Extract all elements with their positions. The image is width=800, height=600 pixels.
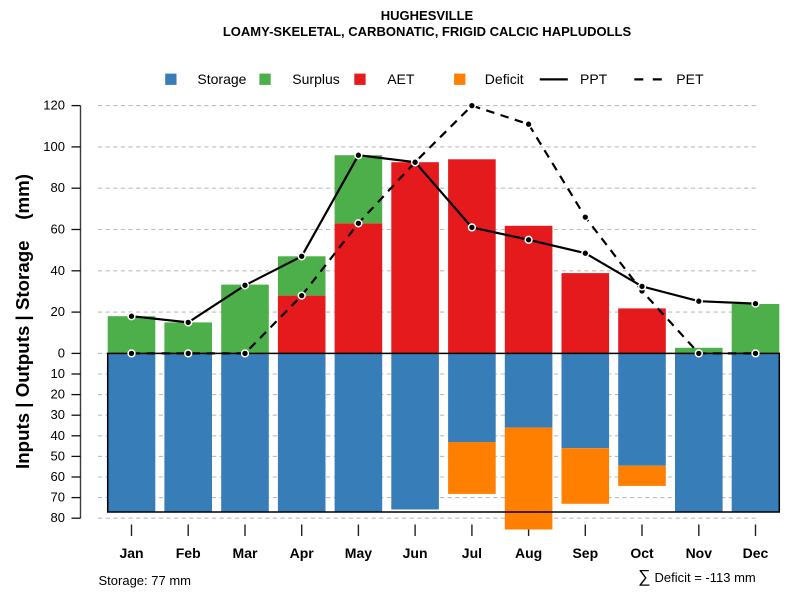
svg-text:Jan: Jan: [119, 545, 143, 561]
svg-text:PPT: PPT: [580, 71, 608, 87]
svg-text:HUGHESVILLE: HUGHESVILLE: [381, 8, 474, 23]
svg-text:AET: AET: [387, 71, 415, 87]
svg-text:60: 60: [51, 469, 65, 484]
svg-text:50: 50: [51, 448, 65, 463]
svg-text:Jul: Jul: [462, 545, 482, 561]
svg-text:100: 100: [43, 139, 65, 154]
svg-text:Apr: Apr: [290, 545, 315, 561]
svg-text:20: 20: [51, 387, 65, 402]
svg-text:∑Deficit = -113 mm: ∑ Deficit = -113 mm: [638, 566, 756, 586]
svg-text:Storage: Storage: [197, 71, 246, 87]
svg-text:Aug: Aug: [515, 545, 542, 561]
svg-text:PET: PET: [676, 71, 704, 87]
svg-text:0: 0: [58, 345, 65, 360]
svg-text:May: May: [345, 545, 372, 561]
svg-text:70: 70: [51, 490, 65, 505]
svg-text:20: 20: [51, 304, 65, 319]
svg-text:Deficit: Deficit: [485, 71, 524, 87]
svg-text:80: 80: [51, 180, 65, 195]
svg-text:Mar: Mar: [233, 545, 258, 561]
svg-text:Nov: Nov: [686, 545, 713, 561]
svg-text:120: 120: [43, 98, 65, 113]
svg-text:Jun: Jun: [403, 545, 428, 561]
svg-text:40: 40: [51, 263, 65, 278]
svg-text:60: 60: [51, 222, 65, 237]
svg-text:Oct: Oct: [630, 545, 654, 561]
svg-text:30: 30: [51, 407, 65, 422]
svg-text:LOAMY-SKELETAL, CARBONATIC, FR: LOAMY-SKELETAL, CARBONATIC, FRIGID CALCI…: [223, 24, 632, 39]
svg-text:Sep: Sep: [572, 545, 598, 561]
svg-text:10: 10: [51, 366, 65, 381]
svg-text:Feb: Feb: [176, 545, 201, 561]
svg-text:Dec: Dec: [743, 545, 769, 561]
svg-text:Storage: 77 mm: Storage: 77 mm: [99, 573, 192, 588]
svg-text:Surplus: Surplus: [292, 71, 339, 87]
svg-text:Inputs | Outputs | Storage: Inputs | Outputs | Storage (mm): [12, 174, 33, 469]
svg-text:80: 80: [51, 510, 65, 525]
svg-text:40: 40: [51, 428, 65, 443]
